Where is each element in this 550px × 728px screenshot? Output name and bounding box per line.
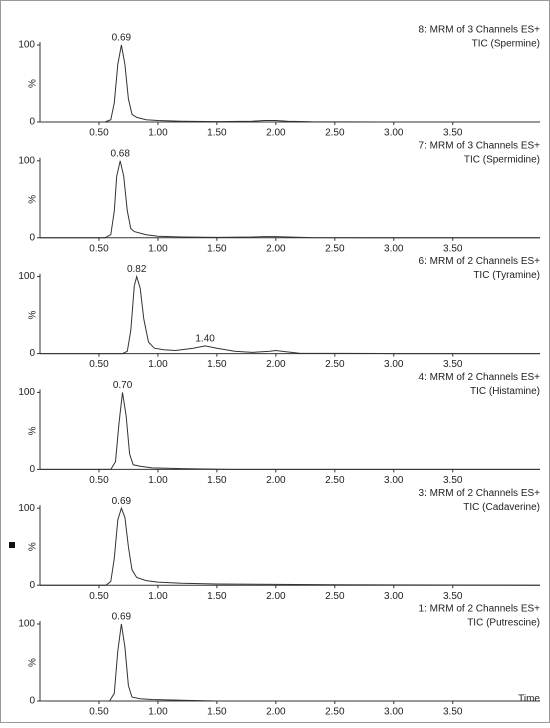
- x-tick-label: 3.00: [384, 128, 404, 139]
- chromatogram-line: [40, 506, 541, 586]
- x-tick-label: 1.50: [207, 359, 227, 370]
- x-tick-label: 3.50: [443, 707, 463, 718]
- x-tick-label: 0.50: [89, 243, 109, 254]
- chromatogram-line: [40, 160, 540, 239]
- y-axis-label: %: [28, 311, 39, 320]
- y-tick-label: 0: [29, 232, 35, 243]
- panel-title: 7: MRM of 3 Channels ES+: [419, 140, 541, 151]
- x-tick-label: 2.00: [266, 243, 286, 254]
- marker: [9, 542, 15, 548]
- y-tick-label: 100: [18, 40, 35, 51]
- y-tick-label: 0: [29, 696, 35, 707]
- panel-title: 4: MRM of 2 Channels ES+: [419, 372, 541, 383]
- x-tick-label: 0.50: [89, 475, 109, 486]
- panel-title: 8: MRM of 3 Channels ES+: [419, 25, 541, 36]
- x-tick-label: 0.50: [89, 359, 109, 370]
- x-tick-label: 0.50: [89, 591, 109, 602]
- y-tick-label: 0: [29, 117, 35, 128]
- x-tick-label: 3.00: [384, 475, 404, 486]
- x-tick-label: 2.50: [325, 707, 345, 718]
- y-tick-label: 0: [29, 580, 35, 591]
- x-tick-label: 0.50: [89, 128, 109, 139]
- panel-title: TIC (Putrescine): [467, 618, 540, 629]
- x-tick-label: 3.50: [443, 243, 463, 254]
- y-axis-label: %: [28, 658, 39, 667]
- panel-title: 3: MRM of 2 Channels ES+: [419, 488, 541, 499]
- x-tick-label: 2.00: [266, 475, 286, 486]
- x-tick-label: 1.50: [207, 243, 227, 254]
- x-tick-label: 3.50: [443, 591, 463, 602]
- x-tick-label: 2.00: [266, 359, 286, 370]
- chromatogram-line: [40, 274, 540, 355]
- peak-label: 0.68: [110, 148, 130, 159]
- x-tick-label: 0.50: [89, 707, 109, 718]
- x-tick-label: 1.00: [148, 707, 168, 718]
- y-axis-label: %: [28, 195, 39, 204]
- y-tick-label: 100: [18, 619, 35, 630]
- peak-label: 0.82: [127, 264, 147, 275]
- x-tick-label: 3.00: [384, 359, 404, 370]
- peak-label: 0.70: [113, 380, 133, 391]
- x-tick-label: 2.00: [266, 707, 286, 718]
- x-tick-label: 1.50: [207, 591, 227, 602]
- x-tick-label: 3.50: [443, 359, 463, 370]
- chromatogram-line: [40, 623, 540, 702]
- y-axis-label: %: [28, 79, 39, 88]
- peak-label: 0.69: [112, 496, 132, 507]
- x-tick-label: 2.50: [325, 591, 345, 602]
- x-tick-label: 3.00: [384, 707, 404, 718]
- y-axis-label: %: [28, 542, 39, 551]
- x-tick-label: 1.00: [148, 359, 168, 370]
- panel-title: 6: MRM of 2 Channels ES+: [419, 256, 541, 267]
- panel-title: TIC (Tyramine): [473, 270, 540, 281]
- y-tick-label: 100: [18, 503, 35, 514]
- y-tick-label: 100: [18, 271, 35, 282]
- y-tick-label: 100: [18, 155, 35, 166]
- y-tick-label: 100: [18, 387, 35, 398]
- y-axis-label: %: [28, 426, 39, 435]
- chromatogram-line: [40, 392, 540, 470]
- x-tick-label: 2.00: [266, 591, 286, 602]
- x-tick-label: 1.00: [148, 128, 168, 139]
- x-tick-label: 3.00: [384, 243, 404, 254]
- peak-label: 0.69: [112, 612, 132, 623]
- x-tick-label: 1.00: [148, 475, 168, 486]
- x-axis-label: Time: [518, 694, 540, 705]
- panel-title: TIC (Spermidine): [464, 154, 540, 165]
- x-tick-label: 1.00: [148, 243, 168, 254]
- x-tick-label: 1.50: [207, 128, 227, 139]
- peak-label: 0.69: [112, 33, 132, 44]
- panel-title: TIC (Spermine): [472, 39, 540, 50]
- x-tick-label: 2.00: [266, 128, 286, 139]
- x-tick-label: 1.50: [207, 707, 227, 718]
- x-tick-label: 2.50: [325, 359, 345, 370]
- x-tick-label: 3.50: [443, 475, 463, 486]
- y-tick-label: 0: [29, 464, 35, 475]
- panel-title: TIC (Histamine): [470, 386, 540, 397]
- x-tick-label: 2.50: [325, 243, 345, 254]
- chromatogram-line: [40, 44, 540, 123]
- panel-title: 1: MRM of 2 Channels ES+: [419, 604, 541, 615]
- x-tick-label: 2.50: [325, 128, 345, 139]
- panel-title: TIC (Cadaverine): [463, 502, 540, 513]
- peak-label: 1.40: [195, 334, 215, 345]
- x-tick-label: 1.50: [207, 475, 227, 486]
- y-tick-label: 0: [29, 348, 35, 359]
- x-tick-label: 3.00: [384, 591, 404, 602]
- x-tick-label: 1.00: [148, 591, 168, 602]
- x-tick-label: 2.50: [325, 475, 345, 486]
- x-tick-label: 3.50: [443, 128, 463, 139]
